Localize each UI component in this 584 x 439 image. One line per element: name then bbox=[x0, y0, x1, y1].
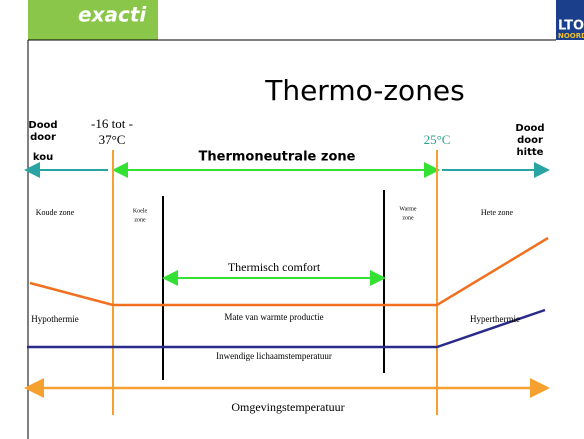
label: Hyperthermie bbox=[470, 314, 520, 324]
label: Hete zone bbox=[481, 208, 514, 217]
label: door bbox=[30, 132, 56, 143]
partner-logo: LTO bbox=[558, 19, 584, 34]
label: 25°C bbox=[424, 132, 451, 147]
label: Hypothermie bbox=[31, 314, 79, 324]
label: Koude zone bbox=[36, 208, 75, 217]
label: Dood bbox=[28, 120, 57, 131]
label: -16 tot - bbox=[91, 116, 133, 131]
heat-production-line bbox=[29, 236, 549, 307]
body-temperature-line bbox=[27, 308, 546, 349]
title: Thermo-zones bbox=[264, 74, 465, 107]
label: 37°C bbox=[99, 132, 126, 147]
label: Thermisch comfort bbox=[228, 260, 321, 274]
partner-logo: NOORD bbox=[558, 32, 584, 40]
label: Thermoneutrale zone bbox=[199, 150, 356, 165]
label: zone bbox=[134, 217, 146, 223]
label: kou bbox=[33, 152, 53, 163]
label: Mate van warmte productie bbox=[224, 312, 323, 322]
label: Inwendige lichaamstemperatuur bbox=[216, 351, 332, 361]
logo-bg bbox=[28, 0, 158, 40]
label: hitte bbox=[517, 147, 544, 158]
label: Dood bbox=[515, 123, 544, 134]
partner-logo-bg bbox=[556, 0, 584, 40]
logo: exacti bbox=[78, 3, 147, 27]
label: door bbox=[517, 135, 543, 146]
label: Warme bbox=[399, 206, 417, 212]
label: Omgevingstemperatuur bbox=[231, 400, 344, 414]
label: Koele bbox=[133, 208, 148, 214]
label: zone bbox=[402, 215, 414, 221]
